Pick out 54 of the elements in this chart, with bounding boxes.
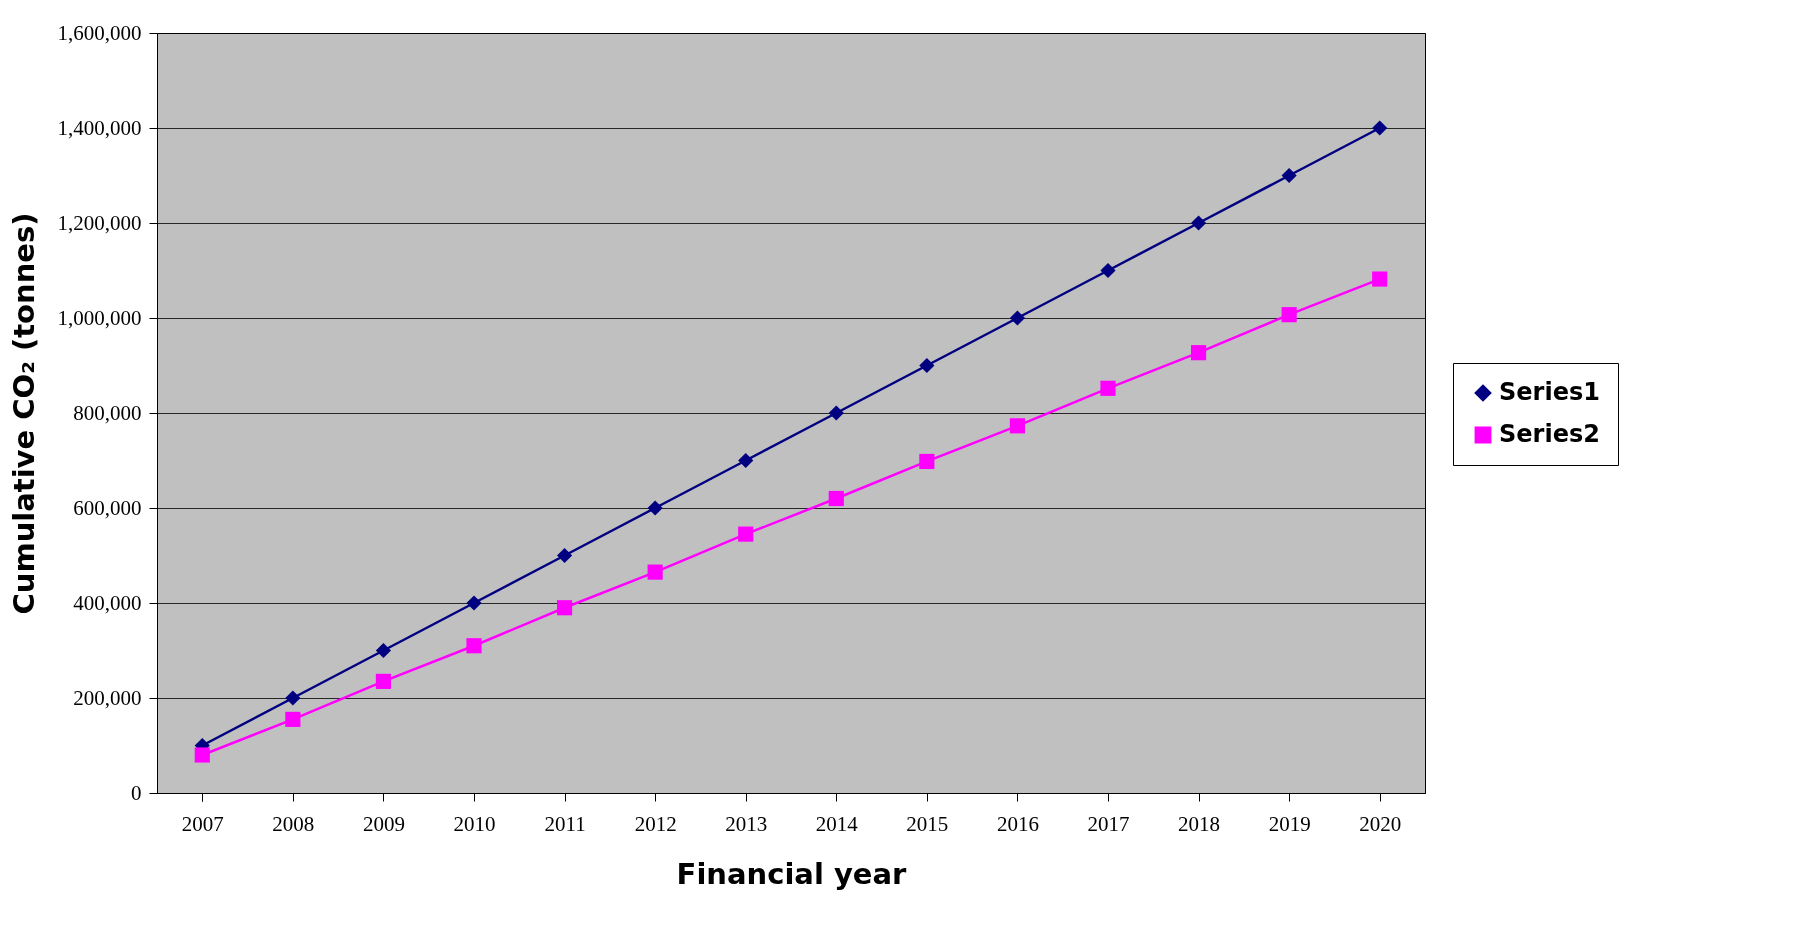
x-tick-label: 2015 (906, 811, 949, 836)
x-tick-label: 2014 (815, 811, 859, 836)
y-tick-label: 0 (131, 780, 142, 805)
x-tick-label: 2017 (1087, 811, 1130, 836)
point (1190, 215, 1207, 231)
x-tick-label: 2016 (996, 811, 1039, 836)
point (738, 452, 754, 469)
point (647, 564, 663, 580)
point (375, 673, 392, 689)
point (1190, 345, 1207, 361)
point (285, 711, 301, 727)
point (285, 690, 301, 706)
y-tick-label: 1,200,000 (57, 210, 142, 235)
point (738, 526, 754, 542)
x-tick-label: 2013 (725, 811, 768, 836)
y-tick-label: 800,000 (73, 400, 142, 425)
x-tick-label: 2009 (362, 811, 405, 836)
point (556, 600, 573, 616)
point (194, 747, 210, 763)
y-tick-label: 1,000,000 (57, 305, 142, 330)
point (556, 547, 573, 564)
y-tick-label: 1,400,000 (57, 115, 142, 140)
x-tick-label: 2020 (1359, 811, 1402, 836)
x-tick-label: 2008 (272, 811, 315, 836)
point (1372, 120, 1388, 136)
y-axis-title: Cumulative CO₂ (tonnes) (6, 212, 41, 615)
point (375, 642, 392, 659)
point (1009, 310, 1026, 326)
point (466, 595, 482, 611)
x-tick-label: 2010 (453, 811, 496, 836)
y-tick-label: 200,000 (73, 685, 142, 710)
x-tick-label: 2011 (544, 811, 586, 836)
legend-label: Series1 (1499, 378, 1600, 406)
point (919, 357, 935, 374)
y-tick-label: 1,600,000 (57, 20, 142, 45)
x-tick-label: 2007 (181, 811, 224, 836)
point (1281, 307, 1297, 323)
x-tick-label: 2012 (634, 811, 677, 836)
point (828, 405, 844, 421)
x-tick-label: 2019 (1268, 811, 1311, 836)
point (1009, 418, 1026, 434)
point (1100, 380, 1116, 396)
point (1100, 262, 1116, 279)
point (919, 453, 935, 470)
point (828, 490, 844, 507)
point (1372, 271, 1388, 287)
y-tick-label: 400,000 (73, 590, 142, 615)
point (466, 638, 482, 654)
point (647, 500, 663, 516)
legend-label: Series2 (1499, 420, 1600, 448)
x-axis-title: Financial year (676, 856, 908, 891)
point (1281, 167, 1297, 184)
x-tick-label: 2018 (1178, 811, 1221, 836)
y-tick-label: 600,000 (73, 495, 142, 520)
